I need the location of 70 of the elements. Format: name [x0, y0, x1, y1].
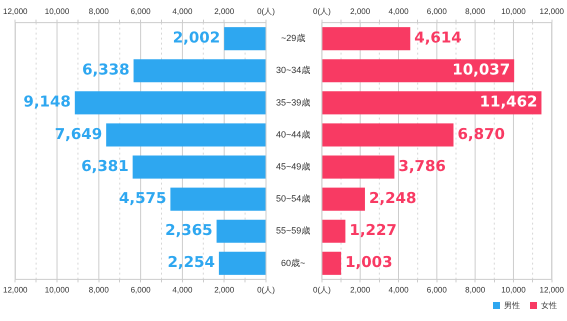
- bar: [224, 27, 266, 50]
- y-tick-label: 60歳~: [281, 258, 306, 268]
- x-tick-label: 8,000: [88, 7, 110, 16]
- x-tick-label: 10,000: [501, 7, 526, 16]
- data-label: 1,003: [345, 253, 393, 272]
- data-label: 10,037: [452, 60, 510, 79]
- data-label: 2,248: [368, 189, 416, 208]
- bar: [74, 91, 266, 114]
- bar: [322, 27, 410, 50]
- bar: [322, 59, 514, 82]
- data-label: 6,870: [457, 124, 505, 143]
- data-label: 11,462: [480, 92, 538, 111]
- x-tick-label: 6,000: [426, 7, 448, 16]
- x2-tick-label: 10,000: [501, 285, 526, 294]
- data-label: 6,381: [81, 156, 129, 175]
- x2-tick-label: 0(人): [313, 285, 332, 294]
- bar: [132, 155, 266, 179]
- x-tick-label: 0(人): [313, 7, 332, 16]
- x2-tick-label: 10,000: [44, 285, 70, 294]
- x-tick-label: 12,000: [3, 7, 28, 16]
- y-tick-label: 35~39歳: [276, 97, 310, 108]
- x2-tick-label: 8,000: [465, 285, 486, 294]
- x-tick-label: 6,000: [130, 7, 152, 16]
- data-label: 2,365: [165, 221, 213, 240]
- y-tick-label: 45~49歳: [276, 162, 310, 172]
- x-tick-label: 2,000: [350, 7, 371, 16]
- x2-tick-label: 12,000: [3, 285, 28, 294]
- data-label: 7,649: [54, 124, 102, 143]
- x2-tick-label: 2,000: [214, 285, 235, 294]
- x-tick-label: 0(人): [257, 7, 276, 16]
- bar: [322, 188, 365, 211]
- x2-tick-label: 6,000: [130, 285, 152, 294]
- bar: [322, 91, 542, 114]
- bar: [322, 220, 346, 243]
- y-tick-label: ~29歳: [281, 33, 306, 44]
- data-label: 3,786: [398, 156, 446, 175]
- x-tick-label: 12,000: [540, 7, 565, 16]
- x-tick-label: 4,000: [172, 7, 193, 16]
- x2-tick-label: 0(人): [257, 285, 276, 294]
- data-label: 1,227: [349, 221, 397, 240]
- x-tick-label: 8,000: [465, 7, 486, 16]
- y-tick-label: 30~34歳: [276, 65, 310, 76]
- x-tick-label: 4,000: [388, 7, 410, 16]
- bar: [216, 220, 266, 243]
- data-label: 6,338: [82, 60, 130, 79]
- bar: [134, 59, 266, 82]
- legend-label: 女性: [540, 300, 557, 311]
- bar: [106, 123, 266, 147]
- data-label: 4,614: [414, 28, 462, 47]
- y-tick-label: 50~54歳: [276, 194, 310, 204]
- x-tick-label: 2,000: [214, 7, 235, 16]
- x2-tick-label: 8,000: [88, 285, 110, 294]
- bar: [322, 155, 394, 179]
- bar: [170, 188, 266, 211]
- data-label: 4,575: [118, 189, 166, 208]
- bar: [322, 252, 342, 275]
- data-label: 2,002: [172, 28, 220, 47]
- y-tick-label: 40~44歳: [276, 129, 310, 140]
- bar: [218, 252, 266, 275]
- x2-tick-label: 6,000: [426, 285, 448, 294]
- data-label: 2,254: [167, 253, 215, 272]
- x2-tick-label: 4,000: [388, 285, 410, 294]
- legend-label: 男性: [503, 300, 520, 311]
- bar: [322, 123, 454, 147]
- data-label: 9,148: [23, 92, 71, 111]
- x2-tick-label: 12,000: [540, 285, 565, 294]
- y-tick-label: 55~59歳: [276, 226, 310, 236]
- x2-tick-label: 4,000: [172, 285, 193, 294]
- x-tick-label: 10,000: [44, 7, 70, 16]
- x2-tick-label: 2,000: [350, 285, 371, 294]
